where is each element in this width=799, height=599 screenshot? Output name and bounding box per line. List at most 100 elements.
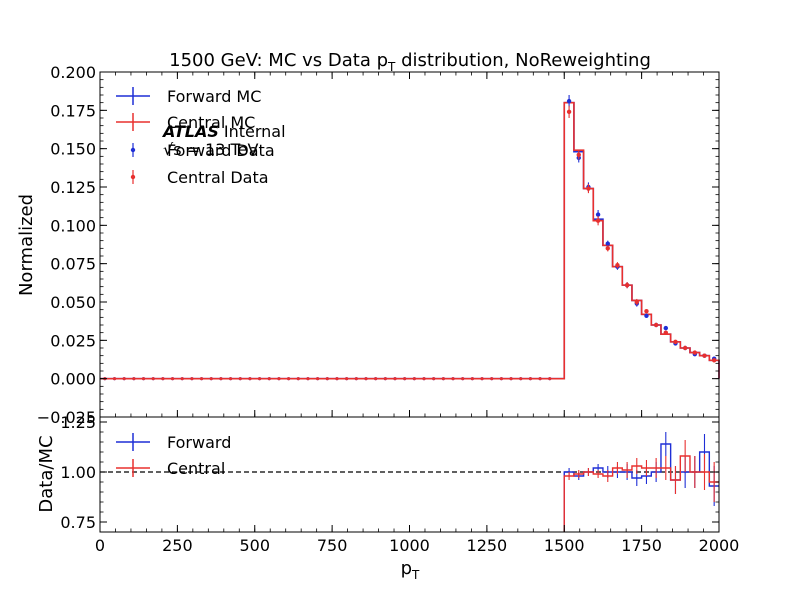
series-central-data-point — [663, 330, 669, 335]
series-central-data-point-zero — [470, 377, 474, 381]
main-y-tick-label: 0.000 — [50, 370, 96, 389]
x-axis-label-subscript: T — [411, 568, 420, 582]
legend-item-forward: Forward — [116, 433, 231, 452]
x-axis-label-main: p — [401, 558, 412, 579]
ratio-series-central-step — [563, 455, 719, 532]
ratio-panel: 0.75 1.00 1.25 0 250 500 750 1000 1250 1500 1750 2… — [36, 72, 739, 582]
series-central-data-point-zero — [316, 377, 320, 381]
series-central-data-point — [634, 299, 639, 305]
energy-label: √s = 13 TeV — [163, 140, 258, 159]
series-central-data-point-zero — [354, 377, 358, 381]
series-central-data-point-zero — [325, 377, 329, 381]
series-central-data-point-zero — [422, 377, 426, 381]
series-forward-data-point — [605, 241, 610, 246]
title-rest: distribution, NoReweighting — [395, 50, 651, 71]
main-y-tick-label: 0.200 — [50, 63, 96, 82]
main-y-tick-label: 0.125 — [50, 178, 96, 197]
series-central-data-point-zero — [277, 377, 281, 381]
series-central-data-point-zero — [132, 377, 136, 381]
legend-forward-label: Forward — [167, 433, 231, 452]
series-central-data-point-zero — [219, 377, 223, 381]
ratio-y-axis-label: Data/MC — [36, 435, 57, 512]
series-central-data-point-zero — [345, 377, 349, 381]
main-legend: Forward MC Central MC Forward Data Centr… — [116, 87, 275, 187]
series-central-data-point-zero — [383, 377, 387, 381]
series-forward-data-point — [595, 212, 601, 217]
x-tick-label: 750 — [317, 536, 348, 555]
legend-central-mc-label: Central MC — [167, 113, 255, 132]
series-central-data-point-zero — [238, 377, 242, 381]
main-panel: −0.025 0.000 0.025 0.050 0.075 0.100 0.125 0.15… — [16, 63, 720, 427]
main-plot-area — [100, 95, 720, 381]
series-central-data-point-zero — [538, 377, 542, 381]
series-forward-data-point — [566, 98, 572, 104]
main-y-tick-label: 0.025 — [50, 331, 96, 350]
series-central-data-point-zero — [199, 377, 204, 381]
series-central-data-point-zero — [161, 377, 165, 381]
series-central-data-point-zero — [287, 377, 291, 381]
series-central-data-point-zero — [122, 377, 126, 381]
atlas-label-bold: ATLAS — [161, 122, 219, 141]
series-central-data-point — [702, 353, 707, 358]
series-central-data-point — [711, 358, 717, 363]
series-central-data-point-zero — [248, 377, 252, 381]
main-y-tick-label: 0.050 — [50, 293, 96, 312]
series-central-data-point-zero — [335, 377, 339, 381]
legend-forward-data-label: Forward Data — [167, 141, 275, 160]
x-tick-label: 1750 — [621, 536, 662, 555]
series-central-data-point-zero — [393, 377, 397, 381]
x-tick-label: 500 — [239, 536, 270, 555]
legend-central-data-marker — [130, 174, 136, 180]
series-central-data-point-zero — [548, 377, 552, 381]
ratio-series-forward-step — [563, 443, 719, 532]
series-central-data-point-zero — [267, 377, 271, 381]
series-central-data-point-zero — [432, 377, 436, 381]
x-tick-label: 1250 — [467, 536, 508, 555]
main-y-tick-label: 0.175 — [50, 101, 96, 120]
series-central-data-point-zero — [141, 377, 146, 381]
series-central-data-point — [692, 350, 698, 355]
atlas-label-suffix: Internal — [224, 122, 286, 141]
series-central-data-point-zero — [490, 377, 494, 381]
main-y-tick-label: 0.100 — [50, 216, 96, 235]
legend-item-forward-data: Forward Data — [130, 141, 275, 160]
series-central-data-point-zero — [480, 377, 484, 381]
series-forward-data-point — [663, 325, 669, 331]
series-central-data-point-zero — [403, 377, 407, 381]
main-y-axis-label: Normalized — [16, 194, 37, 296]
series-central-data-point-zero — [228, 377, 233, 381]
series-central-data-point-zero — [296, 377, 300, 381]
main-y-tick-label: −0.025 — [37, 408, 96, 427]
series-central-data-point-zero — [441, 377, 445, 381]
legend-item-central-data: Central Data — [130, 168, 269, 187]
series-central-data-point-zero — [306, 377, 310, 381]
ratio-legend: Forward Central — [116, 433, 231, 478]
main-y-tick-label: 0.150 — [50, 140, 96, 159]
series-central-data-point-zero — [451, 377, 455, 381]
series-central-data-point — [576, 152, 581, 157]
series-central-data-point-zero — [364, 377, 368, 381]
series-central-data-point — [644, 309, 649, 314]
series-central-data-point — [595, 218, 601, 223]
legend-item-central-mc: Central MC — [116, 113, 255, 132]
series-central-data-point-zero — [509, 377, 513, 381]
ratio-y-tick-label: 1.25 — [60, 413, 96, 432]
series-central-data-point — [605, 246, 610, 251]
series-central-data-point — [615, 263, 620, 268]
series-central-data-point-zero — [519, 377, 523, 381]
title-main: 1500 GeV: MC vs Data p — [169, 50, 388, 71]
x-tick-label: 250 — [162, 536, 193, 555]
series-central-data-point — [673, 339, 678, 345]
series-central-data-point — [586, 186, 591, 191]
legend-central-data-label: Central Data — [167, 168, 269, 187]
legend-forward-mc-label: Forward MC — [167, 87, 261, 106]
series-central-data-point-zero — [374, 377, 378, 381]
main-y-ticks: −0.025 0.000 0.025 0.050 0.075 0.100 0.125 0.15… — [37, 63, 719, 427]
chart-title: 1500 GeV: MC vs Data pT distribution, No… — [169, 50, 651, 74]
x-tick-label: 2000 — [699, 536, 740, 555]
series-central-data-point-zero — [461, 377, 465, 381]
legend-central-label: Central — [167, 459, 225, 478]
ratio-y-ticks: 0.75 1.00 1.25 — [60, 413, 719, 532]
series-central-data-point — [682, 345, 688, 351]
